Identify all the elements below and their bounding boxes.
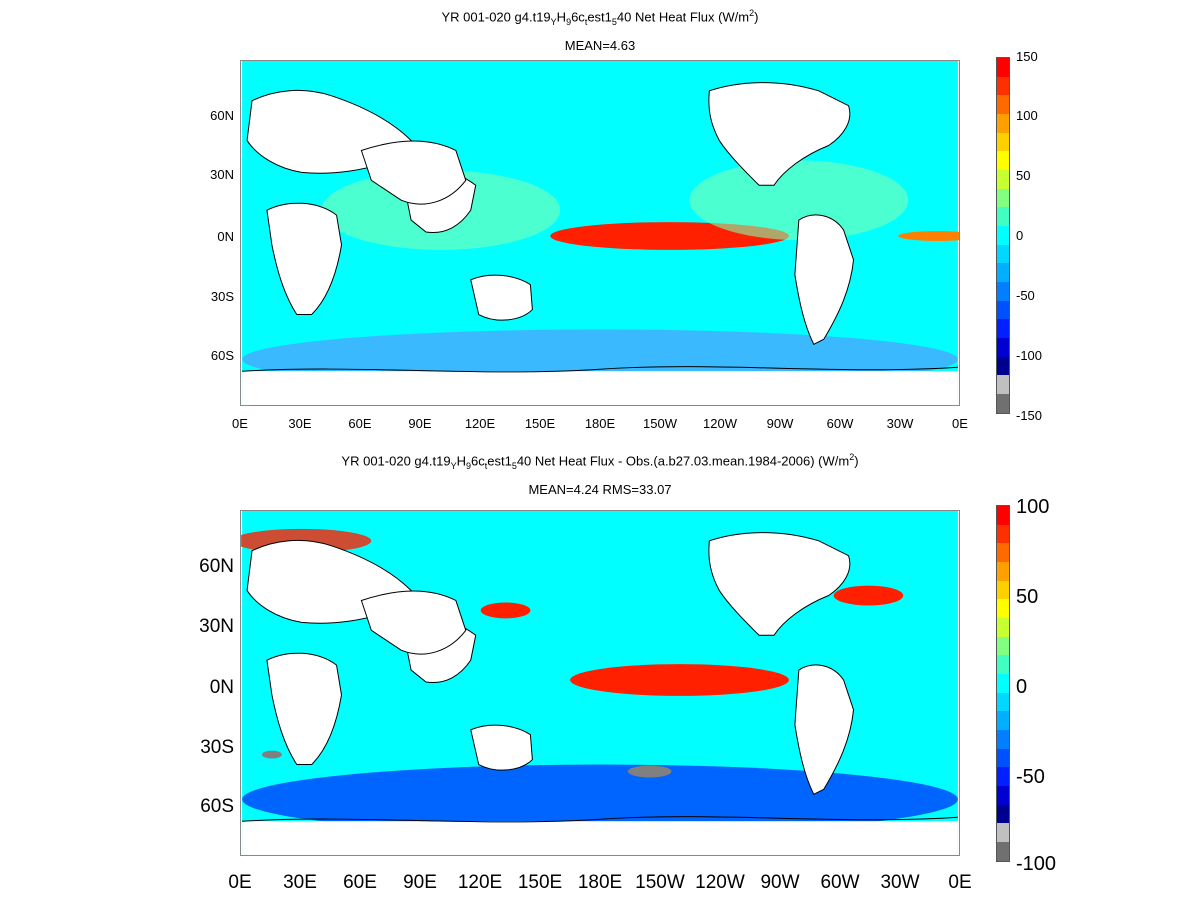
colorbar-tick: -100 xyxy=(1016,348,1043,363)
colorbar-swatch xyxy=(997,636,1009,656)
colorbar-swatch xyxy=(997,188,1009,208)
lon-label: 60E xyxy=(343,872,377,893)
colorbar-swatch xyxy=(997,76,1009,96)
panel2-colorbar xyxy=(996,505,1010,862)
lon-label: 180E xyxy=(577,872,623,893)
lon-label: 90E xyxy=(408,416,432,431)
lon-label: 90E xyxy=(403,872,437,893)
colorbar-swatch xyxy=(997,170,1009,189)
colorbar-swatch xyxy=(997,207,1009,227)
colorbar-swatch xyxy=(997,58,1009,77)
colorbar-swatch xyxy=(997,226,1009,245)
colorbar-swatch xyxy=(997,244,1009,264)
colorbar-tick: -150 xyxy=(1016,408,1043,423)
colorbar-swatch xyxy=(997,748,1009,768)
lat-label: 60N xyxy=(210,108,234,123)
colorbar-swatch xyxy=(997,263,1009,283)
colorbar-tick: -50 xyxy=(1016,766,1045,788)
map-svg xyxy=(241,511,958,855)
colorbar-swatch xyxy=(997,580,1009,600)
colorbar-tick: 50 xyxy=(1016,586,1039,608)
panel1-stats: MEAN=4.63 xyxy=(564,38,636,53)
lat-label: 0N xyxy=(209,677,234,698)
lat-label: 30S xyxy=(200,737,234,758)
lat-label: 30S xyxy=(210,289,234,304)
colorbar-swatch xyxy=(997,562,1009,581)
panel1-title: YR 001-020 g4.t19YH96ctest1540 Net Heat … xyxy=(441,8,759,27)
lat-label: 60S xyxy=(200,796,234,817)
lon-label: 120E xyxy=(457,872,503,893)
lat-label: 0N xyxy=(217,229,234,244)
colorbar-tick: 50 xyxy=(1016,168,1031,183)
colorbar-tick: 0 xyxy=(1016,676,1028,698)
colorbar-swatch xyxy=(997,674,1009,693)
panel2-stats: MEAN=4.24 RMS=33.07 xyxy=(528,482,672,497)
colorbar-tick: -50 xyxy=(1016,288,1035,303)
colorbar-swatch xyxy=(997,282,1009,301)
colorbar-swatch xyxy=(997,95,1009,115)
colorbar-swatch xyxy=(997,132,1009,152)
colorbar-swatch xyxy=(997,319,1009,339)
lon-label: 0E xyxy=(948,872,972,893)
colorbar-swatch xyxy=(997,394,1009,413)
lon-label: 30W xyxy=(880,872,920,893)
colorbar-swatch xyxy=(997,692,1009,712)
colorbar-swatch xyxy=(997,506,1009,525)
lon-label: 150W xyxy=(643,416,677,431)
map-svg xyxy=(242,61,959,405)
colorbar-swatch xyxy=(997,655,1009,675)
colorbar-swatch xyxy=(997,300,1009,320)
lon-label: 150E xyxy=(517,872,563,893)
lon-label: 120W xyxy=(695,872,745,893)
lon-label: 0E xyxy=(228,872,252,893)
panel2-title: YR 001-020 g4.t19YH96ctest1540 Net Heat … xyxy=(341,452,859,471)
lon-label: 120E xyxy=(464,416,496,431)
colorbar-swatch xyxy=(997,338,1009,357)
lon-label: 0E xyxy=(952,416,968,431)
colorbar-tick: 100 xyxy=(1016,496,1050,518)
colorbar-swatch xyxy=(997,618,1009,637)
colorbar-swatch xyxy=(997,786,1009,805)
colorbar-swatch xyxy=(997,711,1009,731)
colorbar-tick: 150 xyxy=(1016,49,1038,64)
lat-label: 60S xyxy=(210,348,234,363)
lon-label: 0E xyxy=(232,416,248,431)
panel2-map xyxy=(240,510,960,856)
lon-label: 60E xyxy=(348,416,372,431)
colorbar-swatch xyxy=(997,730,1009,749)
lon-label: 60W xyxy=(826,416,854,431)
colorbar-swatch xyxy=(997,599,1009,619)
lon-label: 90W xyxy=(766,416,794,431)
lat-label: 60N xyxy=(199,556,234,577)
lon-label: 150W xyxy=(635,872,685,893)
lon-label: 60W xyxy=(820,872,860,893)
lon-label: 30E xyxy=(288,416,312,431)
colorbar-swatch xyxy=(997,767,1009,787)
colorbar-swatch xyxy=(997,842,1009,861)
lon-label: 120W xyxy=(703,416,737,431)
colorbar-tick: 100 xyxy=(1016,108,1038,123)
colorbar-swatch xyxy=(997,823,1009,843)
colorbar-swatch xyxy=(997,524,1009,544)
colorbar-tick: -100 xyxy=(1016,853,1057,875)
lon-label: 150E xyxy=(524,416,556,431)
lon-label: 30W xyxy=(886,416,914,431)
colorbar-swatch xyxy=(997,375,1009,395)
colorbar-swatch xyxy=(997,543,1009,563)
colorbar-tick: 0 xyxy=(1016,228,1024,243)
lon-label: 30E xyxy=(283,872,317,893)
lat-label: 30N xyxy=(210,167,234,182)
panel1-map xyxy=(240,60,960,406)
panel1-colorbar xyxy=(996,57,1010,414)
colorbar-swatch xyxy=(997,804,1009,824)
lat-label: 30N xyxy=(199,616,234,637)
colorbar-swatch xyxy=(997,114,1009,133)
colorbar-swatch xyxy=(997,356,1009,376)
lon-label: 90W xyxy=(760,872,800,893)
lon-label: 180E xyxy=(584,416,616,431)
colorbar-swatch xyxy=(997,151,1009,171)
